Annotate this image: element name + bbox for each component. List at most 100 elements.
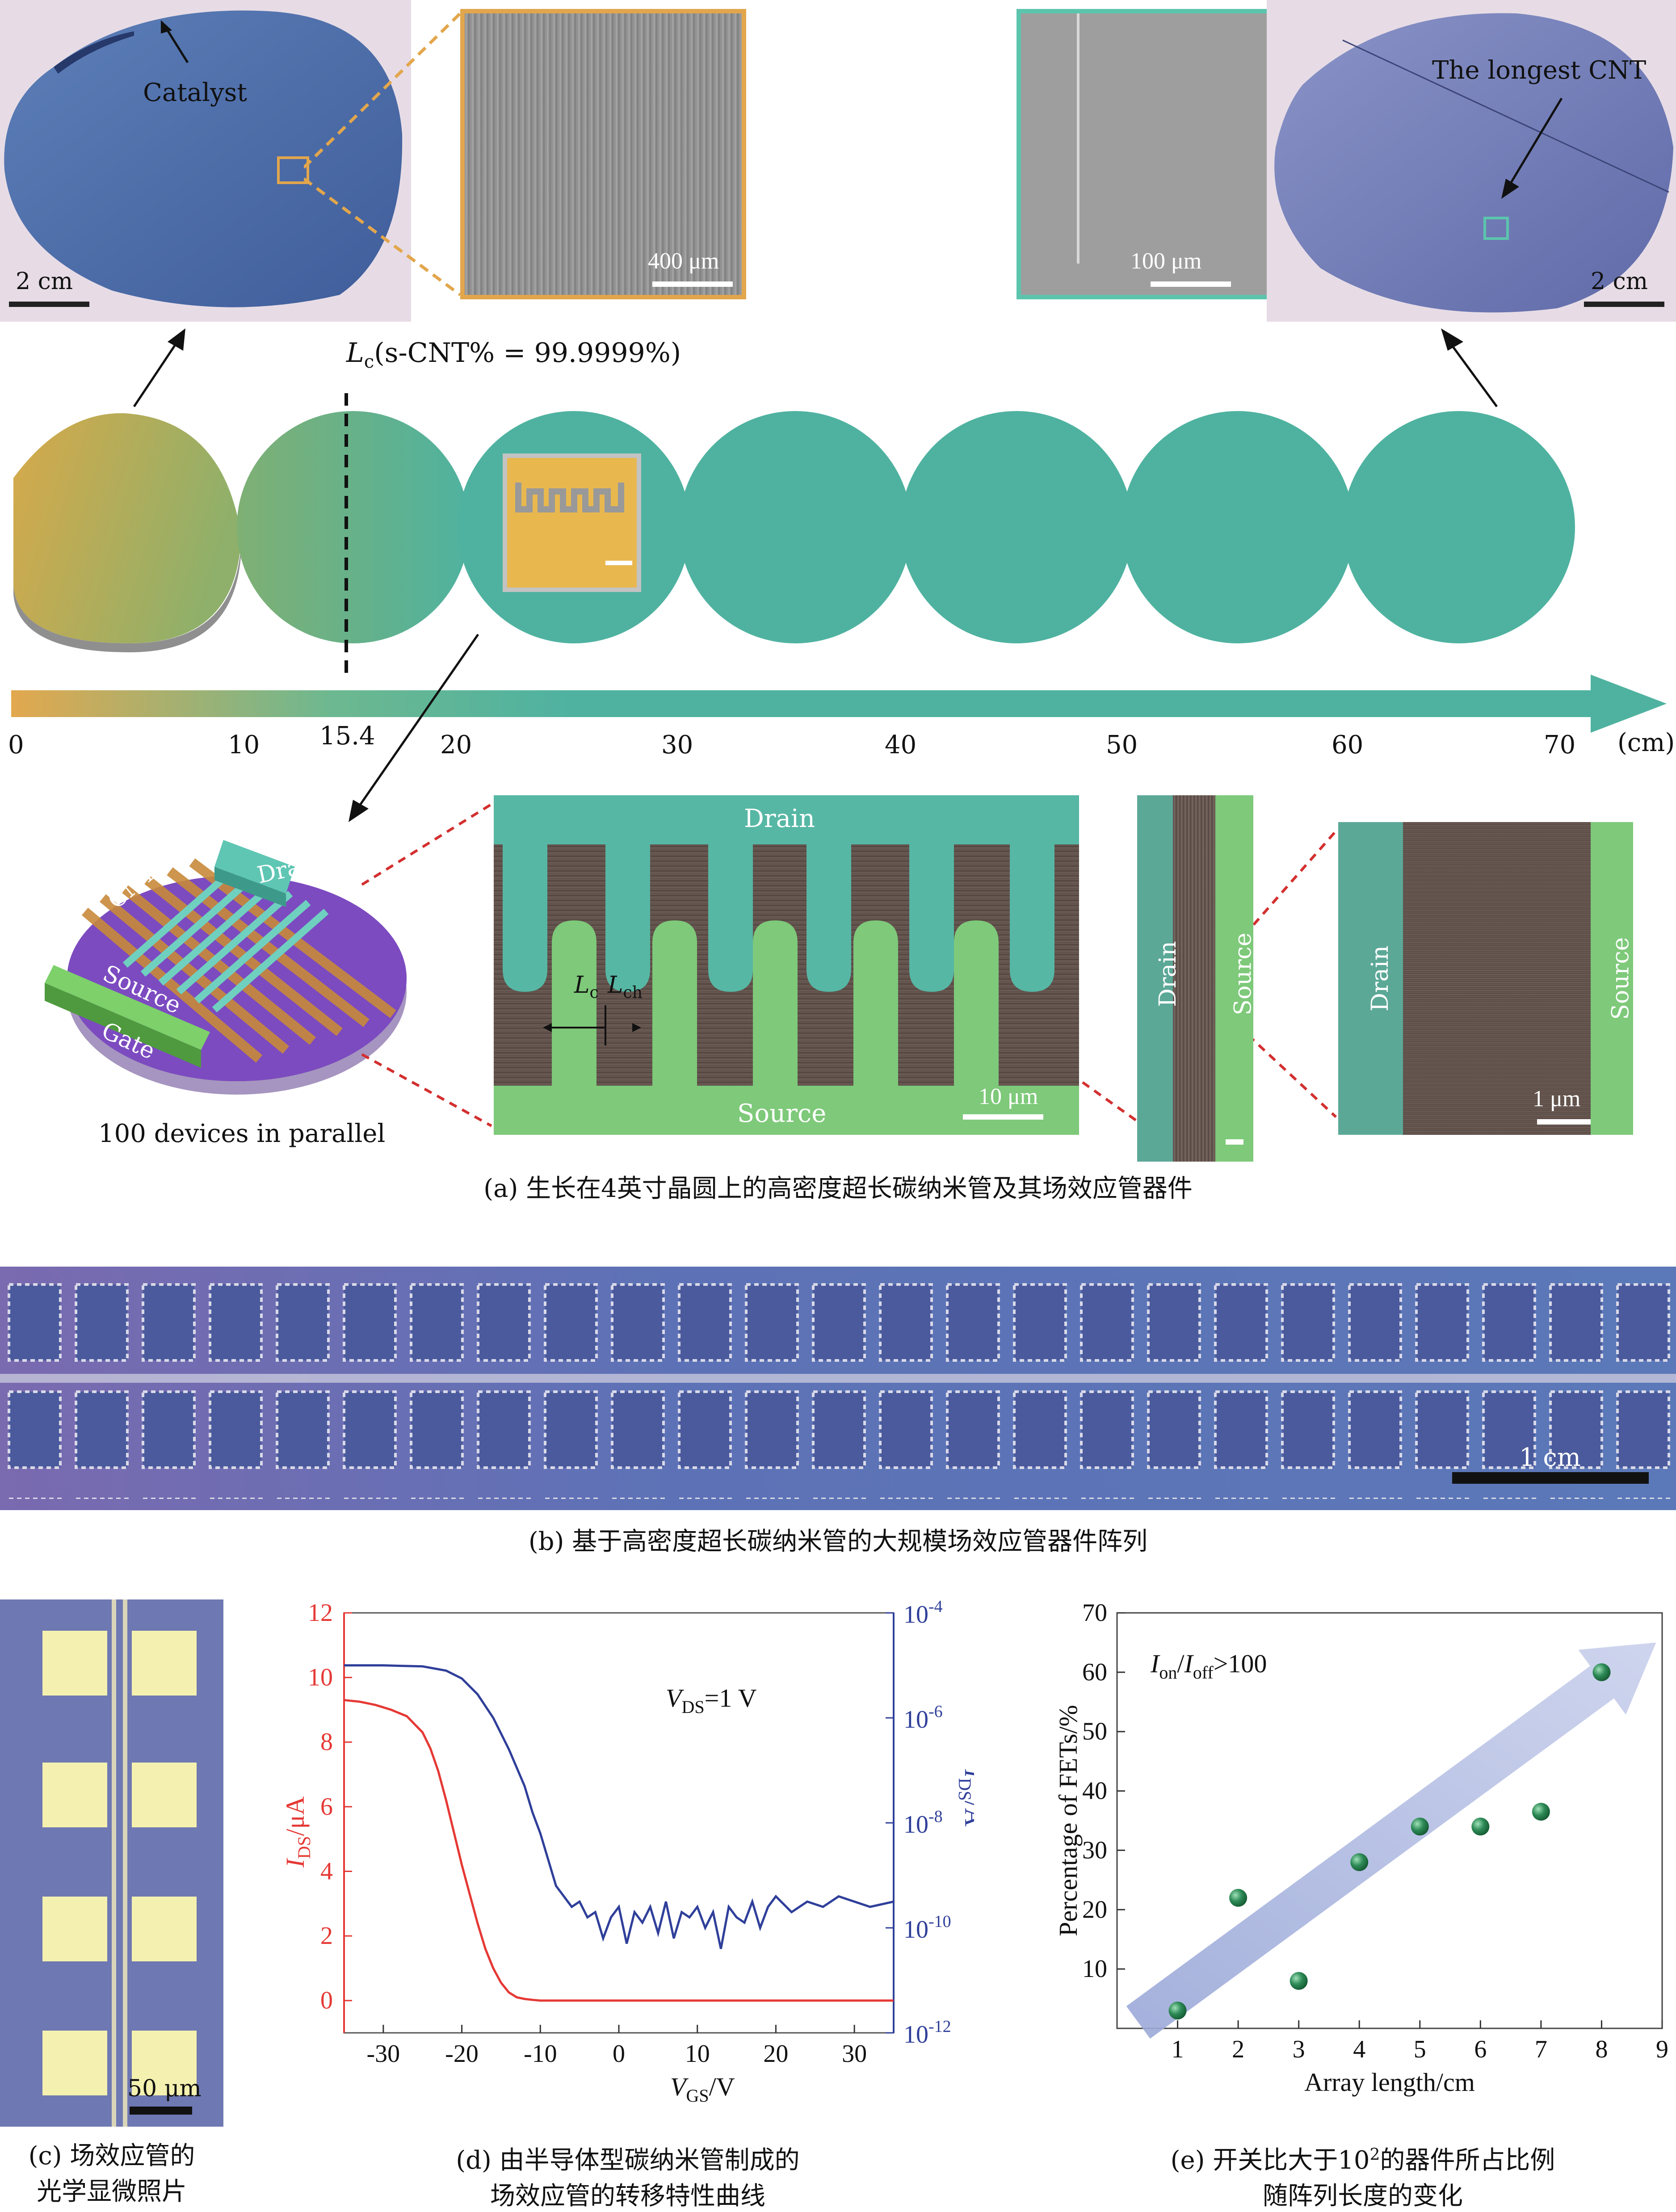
caption-e-1: (e) 开关比大于102的器件所占比例 — [1170, 2145, 1555, 2175]
vds-annotation: VDS=1 V — [666, 1683, 757, 1717]
scale-bar — [1452, 1472, 1649, 1484]
axis-tick: 0 — [8, 730, 24, 760]
plot-frame — [1116, 1612, 1663, 2029]
scale-label: 100 μm — [1130, 248, 1202, 274]
plot-frame — [343, 1612, 895, 2034]
scale-bar — [1537, 1119, 1591, 1125]
pad — [42, 1897, 107, 1961]
device-caption: 100 devices in parallel — [98, 1119, 386, 1148]
y-tick-label-right: 10-8 — [903, 1807, 943, 1838]
data-point — [1532, 1803, 1550, 1821]
scale-label: 2 cm — [16, 268, 73, 295]
right-sem-image: 100 μm — [1017, 9, 1302, 299]
y-tick-label-left: 12 — [308, 1599, 333, 1627]
data-point — [1168, 2002, 1187, 2020]
scale-label: 1 cm — [1519, 1443, 1581, 1472]
y-tick-label-left: 2 — [320, 1922, 333, 1950]
scale-label: 50 μm — [127, 2075, 202, 2102]
pad — [132, 2031, 197, 2095]
axis-tick: 20 — [440, 730, 472, 760]
drain-label: Drain — [1154, 941, 1181, 1007]
x-tick-label: 0 — [613, 2040, 625, 2068]
data-point — [1350, 1853, 1369, 1871]
drain-label: Drain — [744, 804, 815, 833]
pad — [42, 1631, 107, 1696]
axis-tick: 40 — [885, 730, 917, 760]
ids-log-curve — [344, 1664, 894, 1949]
x-axis-label: Array length/cm — [1304, 2068, 1475, 2097]
caption-c-1: (c) 场效应管的 — [28, 2141, 195, 2170]
pad — [132, 1631, 197, 1696]
x-tick-label: 3 — [1293, 2036, 1305, 2063]
scale-label: 10 μm — [979, 1084, 1038, 1109]
y-tick-label-right: 10-4 — [903, 1599, 943, 1629]
interdigit-sem: Drain Source Lc Lch 10 μm — [494, 795, 1079, 1135]
x-tick-label: 10 — [685, 2040, 710, 2068]
data-point — [1471, 1817, 1490, 1836]
data-point — [1411, 1817, 1429, 1836]
arrow-up-right — [1441, 328, 1498, 407]
length-axis-arrow — [11, 675, 1667, 733]
cnt-strand — [1077, 13, 1080, 264]
caption-d-2: 场效应管的转移特性曲线 — [490, 2182, 765, 2211]
fet-micrograph: 50 μm — [0, 1599, 223, 2127]
y-tick-label: 70 — [1082, 1599, 1107, 1627]
catalyst-label: Catalyst — [143, 78, 247, 107]
device-inset — [503, 453, 641, 592]
x-tick-label: 7 — [1535, 2036, 1547, 2063]
source-label: Source — [1230, 932, 1253, 1016]
data-point — [1290, 1972, 1308, 1990]
scale-bar — [1584, 302, 1664, 307]
x-tick-label: 1 — [1172, 2036, 1184, 2063]
arrow-to-device — [349, 634, 479, 822]
axis-tick: 50 — [1106, 730, 1138, 760]
y-tick-label: 20 — [1082, 1896, 1107, 1923]
axis-tick: 15.4 — [319, 722, 375, 751]
axis-tick: 10 — [228, 730, 260, 760]
ratio-annotation: Ion/Ioff>100 — [1150, 1649, 1267, 1683]
x-tick-label: -10 — [524, 2040, 557, 2068]
pad — [42, 2031, 107, 2095]
axis-tick: 70 — [1544, 730, 1576, 760]
y-tick-label-left: 0 — [320, 1987, 333, 2015]
y-axis-label: Percentage of FETs/% — [1054, 1705, 1083, 1936]
y-tick-label-right: 10-6 — [903, 1702, 943, 1734]
x-tick-label: 2 — [1232, 2036, 1244, 2063]
x-tick-label: 8 — [1595, 2036, 1608, 2063]
lc-label: Lc(s-CNT% = 99.9999%) — [346, 337, 681, 372]
connector-dashed-left — [304, 12, 462, 296]
caption-c-2: 光学显微照片 — [37, 2177, 187, 2206]
scale-label: 2 cm — [1591, 268, 1648, 295]
transfer-curve-chart: -30 -20 -10 0 10 20 30 0 2 4 6 8 10 12 10-12 10-10 10-8 1… — [281, 1599, 974, 2106]
y-tick-label-left: 10 — [308, 1664, 333, 1692]
y-tick-label-right: 10-12 — [903, 2017, 951, 2048]
y-tick-label-left: 4 — [320, 1857, 333, 1885]
right-wafer-photo: The longest CNT 2 cm — [1267, 0, 1676, 322]
roi-box — [1483, 217, 1509, 240]
caption-e-2: 随阵列长度的变化 — [1263, 2182, 1463, 2211]
catalyst-arrow — [147, 18, 201, 73]
scale-bar — [1151, 281, 1231, 287]
drain-label: Drain — [1366, 945, 1394, 1012]
scale-label: 1 μm — [1533, 1086, 1581, 1112]
trend-arrow — [1126, 1642, 1656, 2039]
strip-sem: Drain Source — [1137, 795, 1253, 1162]
x-tick-label: -30 — [367, 2040, 400, 2068]
scale-bar — [9, 302, 89, 307]
caption-d-1: (d) 由半导体型碳纳米管制成的 — [456, 2146, 800, 2175]
y-tick-label: 60 — [1082, 1658, 1107, 1686]
x-tick-label: 6 — [1474, 2036, 1487, 2063]
y-tick-label: 30 — [1082, 1836, 1107, 1864]
axis-unit: (cm) — [1617, 728, 1675, 757]
data-point — [1592, 1663, 1611, 1681]
roi-box — [277, 156, 309, 184]
arrow-up-left — [133, 328, 185, 407]
wafer-row — [13, 393, 1575, 679]
y-tick-label-left: 6 — [320, 1793, 333, 1821]
lch-label: Lch — [608, 972, 643, 1002]
data-point — [1229, 1889, 1248, 1907]
y-tick-label-left: 8 — [320, 1728, 333, 1756]
y-tick-label: 50 — [1082, 1718, 1107, 1746]
longest-cnt-label: The longest CNT — [1432, 56, 1647, 85]
pad — [42, 1763, 107, 1827]
